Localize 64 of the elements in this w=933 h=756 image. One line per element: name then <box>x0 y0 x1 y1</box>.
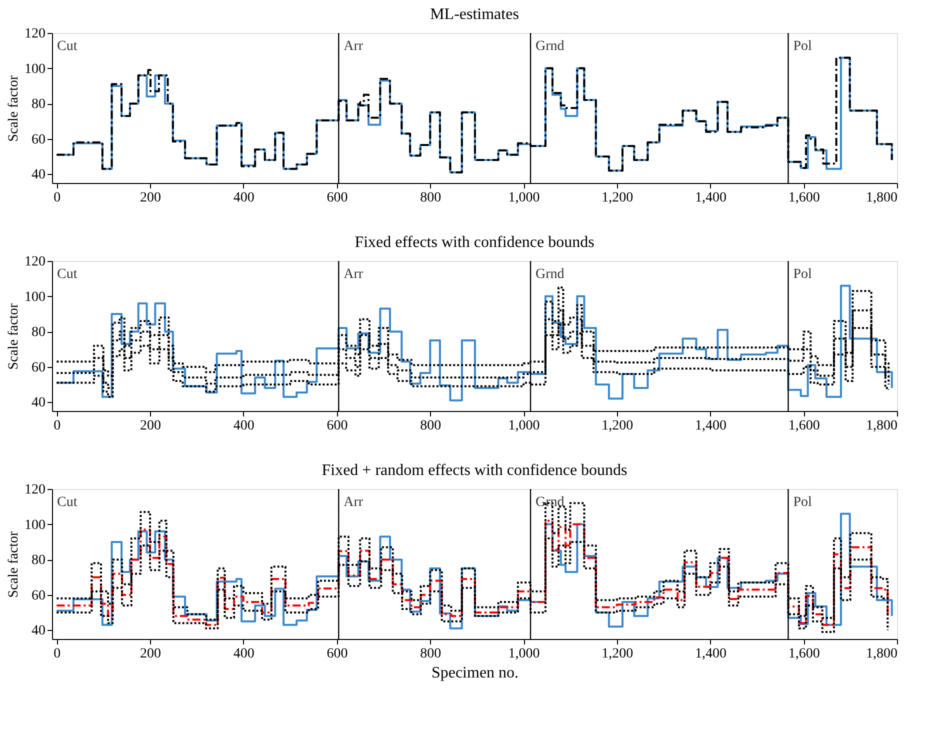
y-tick-label: 60 <box>32 132 46 148</box>
y-tick-label: 60 <box>32 588 46 604</box>
chart-title: ML-estimates <box>430 6 519 23</box>
x-tick-label: 0 <box>54 190 61 206</box>
x-tick-label: 1,200 <box>602 418 634 434</box>
x-tick-label: 0 <box>54 646 61 662</box>
x-tick-label: 600 <box>326 646 348 662</box>
x-tick-label: 800 <box>420 646 442 662</box>
ref-line-label: Pol <box>793 267 812 282</box>
x-tick-label: 1,000 <box>508 646 540 662</box>
y-tick-label: 60 <box>32 360 46 376</box>
ref-line-label: Pol <box>793 495 812 510</box>
y-axis-title: Scale factor <box>6 74 22 142</box>
y-tick-label: 80 <box>32 97 46 112</box>
annotation: Cut <box>57 267 78 282</box>
x-tick-label: 1,600 <box>788 646 820 662</box>
y-tick-label: 40 <box>32 396 46 411</box>
annotation: Cut <box>57 39 78 54</box>
x-axis-title: Specimen no. <box>431 664 519 682</box>
x-tick-label: 1,000 <box>508 190 540 206</box>
x-tick-label: 1,800 <box>866 646 898 662</box>
x-tick-label: 600 <box>326 190 348 206</box>
x-tick-label: 800 <box>420 418 442 434</box>
ref-line-label: Grnd <box>536 39 564 54</box>
y-axis-title: Scale factor <box>6 530 22 598</box>
x-tick-label: 200 <box>140 190 162 206</box>
x-tick-label: 1,800 <box>866 418 898 434</box>
annotation: Cut <box>57 495 78 510</box>
ref-line-label: Arr <box>344 267 364 282</box>
x-tick-label: 400 <box>233 646 254 662</box>
chart-title: Fixed effects with confidence bounds <box>354 234 594 251</box>
ref-line-label: Arr <box>344 39 364 54</box>
y-tick-label: 100 <box>24 290 46 305</box>
y-axis-title: Scale factor <box>6 302 22 370</box>
chart-title: Fixed + random effects with confidence bounds <box>322 462 628 479</box>
x-tick-label: 400 <box>233 418 254 434</box>
x-tick-label: 1,600 <box>788 418 820 434</box>
x-tick-label: 1,800 <box>866 190 898 206</box>
x-tick-label: 1,400 <box>695 646 727 662</box>
y-tick-label: 80 <box>32 325 46 340</box>
x-tick-label: 0 <box>54 418 61 434</box>
x-tick-label: 1,400 <box>695 418 727 434</box>
y-tick-label: 120 <box>24 482 46 498</box>
x-tick-label: 800 <box>420 190 442 206</box>
x-tick-label: 1,400 <box>695 190 727 206</box>
y-tick-label: 40 <box>32 168 46 183</box>
y-tick-label: 120 <box>24 26 46 42</box>
y-tick-label: 80 <box>32 553 46 568</box>
x-tick-label: 200 <box>140 646 162 662</box>
x-tick-label: 1,200 <box>602 646 634 662</box>
ref-line-label: Arr <box>344 495 364 510</box>
x-tick-label: 400 <box>233 190 254 206</box>
x-tick-label: 600 <box>326 418 348 434</box>
ref-line-label: Pol <box>793 39 812 54</box>
x-tick-label: 1,000 <box>508 418 540 434</box>
x-tick-label: 1,200 <box>602 190 634 206</box>
y-tick-label: 40 <box>32 624 46 639</box>
y-tick-label: 100 <box>24 62 46 77</box>
x-tick-label: 200 <box>140 418 162 434</box>
ref-line-label: Grnd <box>536 267 564 282</box>
y-tick-label: 100 <box>24 518 46 533</box>
ref-line-label: Grnd <box>536 495 564 510</box>
y-tick-label: 120 <box>24 254 46 270</box>
x-tick-label: 1,600 <box>788 190 820 206</box>
